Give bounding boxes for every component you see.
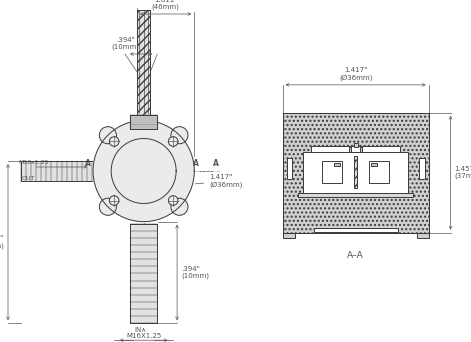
Text: IN: IN [135,327,142,333]
Bar [371,163,377,166]
Bar [314,227,398,232]
Bar [417,233,429,238]
Text: 2.087"
(53mm): 2.087" (53mm) [0,235,4,249]
Bar [286,158,292,179]
Circle shape [99,198,116,215]
Bar [303,152,408,195]
Text: A–A: A–A [347,251,364,260]
Bar [369,160,389,183]
Bar [349,147,351,152]
Polygon shape [93,120,194,222]
Bar [21,161,92,181]
Bar [360,147,362,152]
Text: M16X1.25: M16X1.25 [126,333,161,339]
Bar [311,146,400,152]
Bar [354,143,357,147]
Circle shape [171,127,188,144]
Bar [283,113,429,233]
Bar [334,163,340,166]
Circle shape [109,196,119,205]
Text: .394"
(10mm): .394" (10mm) [112,37,140,50]
Text: 1.417"
(Ø36mm): 1.417" (Ø36mm) [339,67,372,81]
Circle shape [99,127,116,144]
Circle shape [109,137,119,146]
Text: A: A [85,159,91,168]
Text: 1.457"
(37mm): 1.457" (37mm) [455,166,471,180]
Text: A: A [213,159,219,168]
Circle shape [171,198,188,215]
Bar [283,113,429,233]
Bar [322,160,342,183]
Bar [130,224,157,323]
Bar [130,115,157,129]
Text: 1.417"
(Ø36mm): 1.417" (Ø36mm) [195,174,243,188]
Bar [354,156,357,188]
Text: 1.811"
(46mm): 1.811" (46mm) [152,0,179,10]
Text: M16x1.25: M16x1.25 [18,159,49,165]
Bar [137,10,150,115]
Text: .394"
(10mm): .394" (10mm) [181,266,209,279]
Bar [283,233,294,238]
Bar [298,193,414,197]
Circle shape [168,196,178,205]
Circle shape [168,137,178,146]
Bar [283,113,429,233]
Bar [419,158,425,179]
Text: A: A [193,159,199,168]
Text: OUT: OUT [22,176,35,181]
